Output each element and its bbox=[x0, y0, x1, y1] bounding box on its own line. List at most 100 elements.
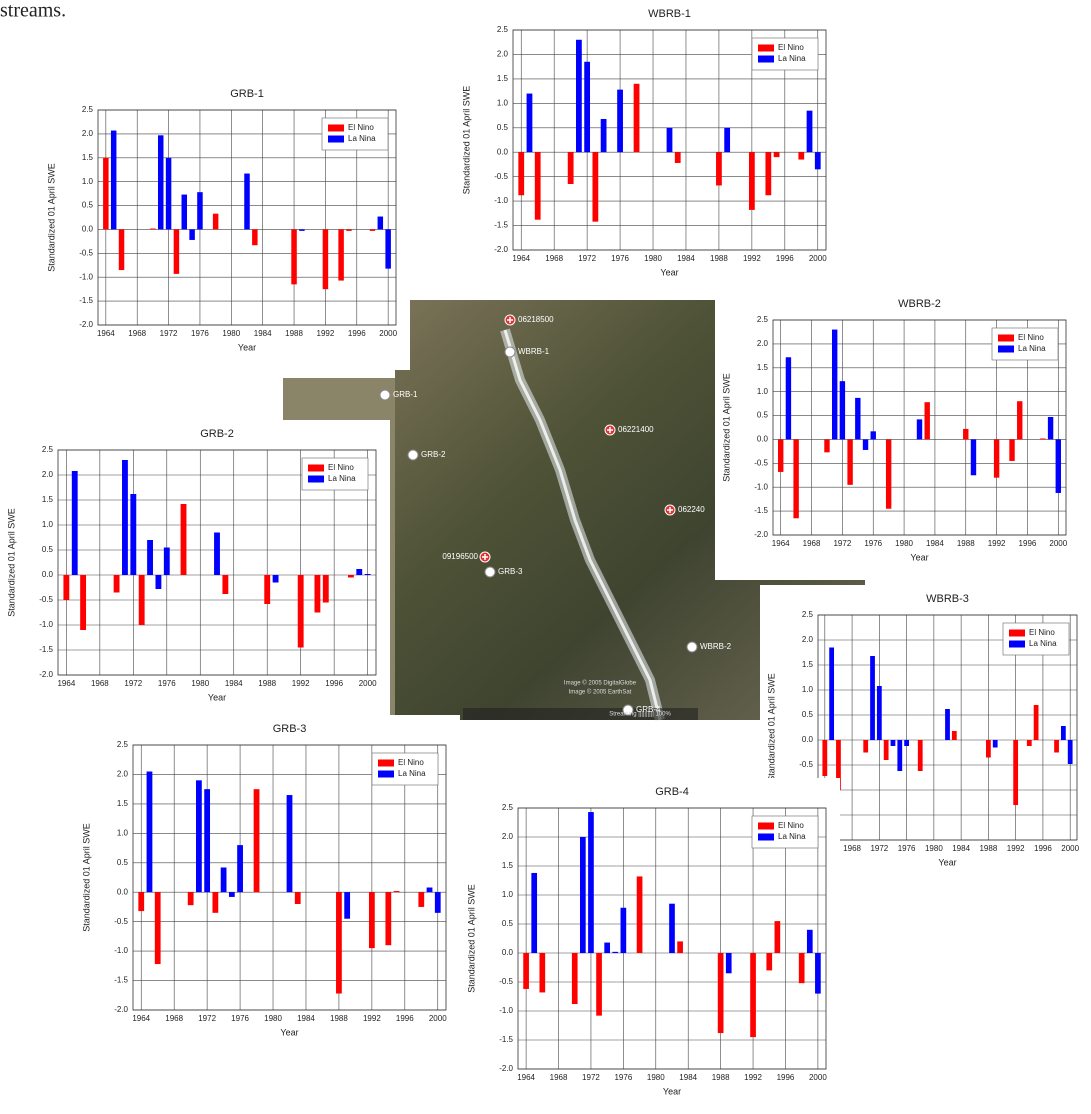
x-tick-label: 1972 bbox=[160, 329, 178, 338]
x-axis-label: Year bbox=[938, 857, 956, 867]
legend-swatch bbox=[758, 834, 774, 841]
y-tick-label: 1.0 bbox=[82, 177, 94, 186]
x-tick-label: 1996 bbox=[396, 1014, 414, 1023]
legend-swatch bbox=[758, 45, 774, 52]
bar bbox=[254, 789, 260, 892]
figure: streams. 06218500WBRB-1GRB-106221400GRB-… bbox=[0, 0, 1091, 1114]
y-tick-label: 2.5 bbox=[42, 445, 54, 454]
y-tick-label: 0.5 bbox=[497, 123, 509, 132]
chart-title: GRB-3 bbox=[273, 723, 307, 735]
bar bbox=[568, 152, 574, 184]
bar bbox=[822, 740, 827, 776]
bar bbox=[952, 731, 957, 740]
y-tick-label: 0.0 bbox=[117, 887, 129, 896]
y-tick-label: 0.5 bbox=[82, 201, 94, 210]
map-label: GRB-2 bbox=[421, 450, 446, 459]
bar bbox=[427, 888, 433, 893]
bar bbox=[356, 569, 362, 575]
legend-label: El Nino bbox=[398, 758, 424, 767]
bar bbox=[1054, 740, 1059, 753]
bar bbox=[531, 873, 537, 953]
x-axis-label: Year bbox=[910, 552, 928, 562]
legend-swatch bbox=[308, 476, 324, 483]
y-tick-label: 1.5 bbox=[757, 363, 769, 372]
x-tick-label: 1976 bbox=[614, 1073, 632, 1082]
bar bbox=[1013, 740, 1018, 805]
bar bbox=[863, 740, 868, 753]
bar bbox=[749, 152, 755, 210]
bar bbox=[221, 867, 227, 892]
bar bbox=[338, 229, 343, 280]
y-tick-label: 2.0 bbox=[42, 470, 54, 479]
bar bbox=[204, 789, 210, 892]
bar bbox=[871, 431, 876, 439]
y-tick-label: 1.5 bbox=[82, 153, 94, 162]
x-tick-label: 1972 bbox=[198, 1014, 216, 1023]
bar bbox=[832, 330, 837, 440]
y-tick-label: 0.5 bbox=[802, 710, 814, 719]
bar bbox=[1034, 705, 1039, 740]
bar bbox=[147, 540, 153, 575]
bar bbox=[114, 575, 120, 593]
y-tick-label: -1.5 bbox=[79, 296, 93, 305]
x-tick-label: 1992 bbox=[743, 254, 761, 263]
legend-swatch bbox=[758, 56, 774, 63]
bar bbox=[323, 229, 328, 289]
x-tick-label: 1984 bbox=[679, 1073, 697, 1082]
y-tick-label: -1.0 bbox=[499, 1006, 513, 1015]
bar bbox=[799, 953, 805, 983]
map-label: WBRB-2 bbox=[700, 642, 732, 651]
bar bbox=[344, 892, 350, 919]
y-tick-label: -1.5 bbox=[499, 1035, 513, 1044]
bar bbox=[1017, 401, 1022, 439]
bar bbox=[786, 357, 791, 439]
bar bbox=[580, 837, 586, 953]
y-tick-label: 2.5 bbox=[117, 740, 129, 749]
y-tick-label: -1.5 bbox=[494, 221, 508, 230]
bar bbox=[264, 575, 270, 604]
x-tick-label: 1996 bbox=[348, 329, 366, 338]
y-tick-label: 0.0 bbox=[502, 948, 514, 957]
legend-label: La Nina bbox=[778, 832, 806, 841]
x-tick-label: 2000 bbox=[809, 254, 827, 263]
legend-swatch bbox=[308, 465, 324, 472]
y-axis-label: Standardized 01 April SWE bbox=[81, 823, 91, 932]
bar bbox=[237, 845, 243, 892]
x-tick-label: 1972 bbox=[578, 254, 596, 263]
bar bbox=[897, 740, 902, 771]
bar bbox=[523, 953, 529, 989]
y-tick-label: 0.5 bbox=[502, 919, 514, 928]
y-tick-label: 0.5 bbox=[117, 858, 129, 867]
bar bbox=[891, 740, 896, 746]
x-tick-label: 1980 bbox=[895, 539, 913, 548]
y-tick-label: -2.0 bbox=[754, 530, 768, 539]
x-tick-label: 1980 bbox=[222, 329, 240, 338]
x-tick-label: 1980 bbox=[191, 679, 209, 688]
y-tick-label: -1.5 bbox=[754, 506, 768, 515]
chart-title: WBRB-1 bbox=[648, 8, 691, 20]
x-tick-label: 2000 bbox=[1049, 539, 1067, 548]
legend-swatch bbox=[1009, 630, 1025, 637]
chart-panel: WBRB-2-2.0-1.5-1.0-0.50.00.51.01.52.02.5… bbox=[715, 290, 1080, 580]
y-tick-label: -1.0 bbox=[79, 272, 93, 281]
legend-label: El Nino bbox=[1018, 333, 1044, 342]
bar bbox=[1027, 740, 1032, 746]
x-tick-label: 1984 bbox=[297, 1014, 315, 1023]
bar bbox=[518, 152, 524, 195]
y-tick-label: 0.0 bbox=[757, 435, 769, 444]
y-tick-label: 2.0 bbox=[502, 832, 514, 841]
x-tick-label: 1992 bbox=[744, 1073, 762, 1082]
bar bbox=[111, 131, 116, 230]
bar bbox=[348, 575, 354, 578]
bar bbox=[212, 892, 218, 913]
y-tick-label: -1.5 bbox=[39, 645, 53, 654]
bar bbox=[971, 439, 976, 475]
bar bbox=[718, 953, 724, 1033]
y-tick-label: 1.5 bbox=[502, 861, 514, 870]
y-tick-label: -2.0 bbox=[494, 245, 508, 254]
legend-label: La Nina bbox=[778, 54, 806, 63]
x-tick-label: 2000 bbox=[429, 1014, 447, 1023]
bar bbox=[229, 892, 235, 897]
bar bbox=[918, 740, 923, 771]
x-tick-label: 1988 bbox=[285, 329, 303, 338]
